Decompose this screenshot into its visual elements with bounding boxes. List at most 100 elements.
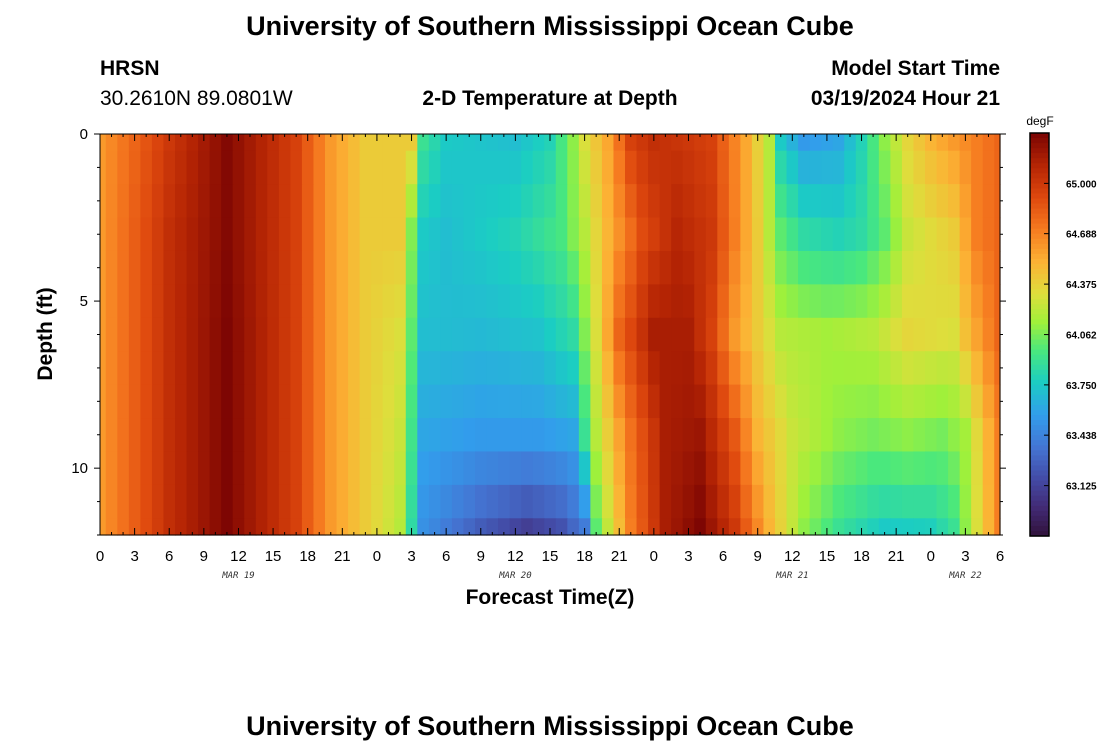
heatmap-cell bbox=[463, 150, 476, 185]
heatmap-cell bbox=[267, 418, 280, 453]
heatmap-cell bbox=[763, 134, 776, 152]
colorbar-unit: degF bbox=[1026, 114, 1053, 128]
heatmap-cell bbox=[890, 217, 903, 252]
heatmap-cell bbox=[175, 184, 188, 219]
heatmap-cell bbox=[740, 317, 753, 352]
heatmap-cell bbox=[890, 351, 903, 386]
heatmap-cell bbox=[717, 484, 730, 519]
heatmap-cell bbox=[532, 217, 545, 252]
heatmap-cell bbox=[855, 484, 868, 519]
heatmap-cell bbox=[901, 418, 915, 453]
heatmap-cell bbox=[936, 284, 949, 319]
heatmap-cell bbox=[186, 384, 199, 419]
heatmap-cell bbox=[786, 418, 799, 453]
heatmap-cell bbox=[567, 418, 580, 453]
heatmap-cell bbox=[128, 134, 141, 152]
heatmap-cell bbox=[509, 184, 522, 219]
heatmap-cell bbox=[209, 384, 222, 419]
heatmap-cell bbox=[775, 150, 788, 185]
heatmap-cell bbox=[936, 518, 949, 536]
heatmap-cell bbox=[809, 184, 822, 219]
heatmap-cell bbox=[959, 217, 972, 252]
heatmap-cell bbox=[601, 184, 615, 219]
heatmap-cell bbox=[313, 451, 326, 486]
heatmap-cell bbox=[832, 418, 845, 453]
heatmap-cell bbox=[301, 418, 315, 453]
heatmap-cell bbox=[451, 150, 465, 185]
heatmap-cell bbox=[336, 518, 349, 536]
heatmap-cell bbox=[405, 284, 418, 319]
heatmap-cell bbox=[878, 250, 891, 285]
heatmap-cell bbox=[244, 184, 257, 219]
x-tick-label: 15 bbox=[542, 548, 559, 565]
heatmap-cell bbox=[451, 384, 465, 419]
heatmap-cell bbox=[867, 284, 880, 319]
heatmap-cell bbox=[463, 451, 476, 486]
heatmap-cell bbox=[913, 484, 926, 519]
heatmap-cell bbox=[763, 484, 776, 519]
heatmap-cell bbox=[417, 134, 430, 152]
heatmap-cell bbox=[336, 351, 349, 386]
heatmap-cell bbox=[175, 134, 188, 152]
heatmap-cell bbox=[163, 284, 176, 319]
heatmap-cell bbox=[821, 351, 834, 386]
heatmap-cell bbox=[498, 284, 511, 319]
heatmap-cell bbox=[428, 317, 441, 352]
heatmap-cell bbox=[671, 351, 684, 386]
heatmap-cell bbox=[578, 451, 591, 486]
heatmap-cell bbox=[151, 250, 165, 285]
colorbar-swatch bbox=[1030, 193, 1049, 200]
heatmap-cell bbox=[867, 518, 880, 536]
heatmap-cell bbox=[925, 451, 938, 486]
heatmap-cell bbox=[763, 351, 776, 386]
heatmap-cell bbox=[751, 250, 765, 285]
heatmap-cell bbox=[717, 284, 730, 319]
heatmap-cell bbox=[648, 150, 661, 185]
heatmap-cell bbox=[994, 384, 1001, 419]
heatmap-cell bbox=[163, 518, 176, 536]
heatmap-cell bbox=[763, 250, 776, 285]
colorbar-swatch bbox=[1030, 133, 1049, 139]
heatmap-cell bbox=[244, 217, 257, 252]
heatmap-cell bbox=[382, 418, 395, 453]
heatmap-cell bbox=[232, 317, 245, 352]
heatmap-cell bbox=[555, 317, 568, 352]
heatmap-cell bbox=[694, 418, 707, 453]
heatmap-cell bbox=[971, 518, 984, 536]
heatmap-cell bbox=[982, 317, 995, 352]
heatmap-cell bbox=[578, 250, 591, 285]
x-tick-label: 15 bbox=[265, 548, 282, 565]
colorbar-swatch bbox=[1030, 445, 1049, 451]
heatmap-cell bbox=[105, 184, 118, 219]
heatmap-cell bbox=[798, 284, 811, 319]
heatmap-cell bbox=[648, 451, 661, 486]
heatmap-cell bbox=[163, 317, 176, 352]
heatmap-cell bbox=[878, 134, 891, 152]
heatmap-cell bbox=[221, 384, 234, 419]
heatmap-cell bbox=[601, 317, 615, 352]
heatmap-cell bbox=[186, 184, 199, 219]
x-tick-label: 21 bbox=[334, 548, 351, 565]
heatmap-cell bbox=[163, 384, 176, 419]
heatmap-cell bbox=[128, 317, 141, 352]
x-tick-label: 9 bbox=[477, 548, 485, 565]
date-label: MAR 20 bbox=[498, 571, 532, 581]
heatmap-cell bbox=[601, 351, 615, 386]
heatmap-cell bbox=[509, 351, 522, 386]
heatmap-cell bbox=[301, 134, 315, 152]
heatmap-cell bbox=[290, 484, 303, 519]
heatmap-cell bbox=[209, 518, 222, 536]
x-tick-label: 0 bbox=[927, 548, 935, 565]
colorbar-swatch bbox=[1030, 425, 1049, 431]
heatmap-cell bbox=[971, 451, 984, 486]
heatmap-cell bbox=[925, 518, 938, 536]
heatmap-cell bbox=[994, 217, 1001, 252]
heatmap-cell bbox=[832, 484, 845, 519]
y-axis-label: Depth (ft) bbox=[34, 287, 57, 380]
heatmap-cell bbox=[128, 351, 141, 386]
colorbar-swatch bbox=[1030, 405, 1049, 411]
colorbar-swatch bbox=[1030, 440, 1049, 446]
heatmap-cell bbox=[740, 184, 753, 219]
heatmap-cell bbox=[451, 250, 465, 285]
heatmap-cell bbox=[636, 250, 649, 285]
